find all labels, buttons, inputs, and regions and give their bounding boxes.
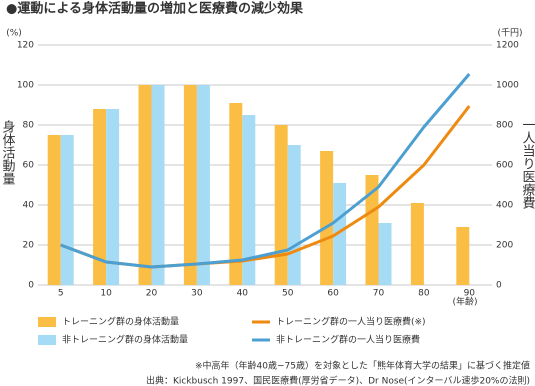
legend-swatch: [38, 317, 56, 327]
bar: [365, 175, 379, 285]
y2-tick-label: 1200: [496, 41, 519, 51]
x-tick-label: 20: [146, 289, 158, 299]
x-tick-label: 80: [418, 289, 430, 299]
x-unit: (年齢): [452, 296, 477, 308]
note: 出典：Kickbusch 1997、国民医療費(厚労省データ)、Dr Nose(…: [146, 375, 530, 386]
y2-tick-label: 0: [496, 281, 502, 291]
bar: [229, 103, 243, 285]
x-tick-label: 70: [373, 289, 385, 299]
legend-label: 非トレーニング群の身体活動量: [62, 334, 188, 346]
y2-tick-label: 1000: [496, 81, 519, 91]
y2-tick-label: 600: [496, 161, 513, 171]
note: ※中高年（年齢40歳−75歳）を対象とした「熊年体育大学の結果」に基づく推定値: [195, 360, 530, 372]
legend-swatch: [38, 335, 56, 345]
bar: [410, 203, 424, 285]
bar: [378, 223, 392, 285]
legend-label: トレーニング群の一人当り医療費(※): [276, 316, 426, 328]
x-tick-label: 40: [237, 289, 249, 299]
y-tick-label: 20: [23, 241, 35, 251]
bar: [333, 183, 347, 285]
line: [60, 73, 471, 269]
bar: [138, 85, 152, 285]
legend-label: トレーニング群の身体活動量: [62, 316, 179, 328]
bar: [196, 85, 210, 285]
y-axis-label: 身体活動量: [0, 119, 15, 185]
y2-tick-label: 200: [496, 241, 513, 251]
y2-axis-label: 一人当り医療費: [520, 118, 535, 209]
bar: [151, 85, 165, 285]
x-tick-label: 30: [191, 289, 203, 299]
x-tick-label: 90: [464, 289, 476, 299]
bar: [183, 85, 197, 285]
bar: [320, 151, 334, 285]
bar: [47, 135, 61, 285]
bar: [287, 145, 301, 285]
y-tick-label: 120: [17, 41, 34, 51]
bar: [456, 227, 470, 285]
y-tick-label: 100: [17, 81, 34, 91]
y-tick-label: 0: [28, 281, 34, 291]
y-unit: (%): [6, 29, 22, 39]
bar: [60, 135, 74, 285]
y2-tick-label: 800: [496, 121, 513, 131]
y2-tick-label: 400: [496, 201, 513, 211]
chart-title: ●運動による身体活動量の増加と医療費の減少効果: [6, 1, 303, 17]
x-tick-label: 60: [327, 289, 339, 299]
x-tick-label: 10: [100, 289, 112, 299]
y-tick-label: 80: [23, 121, 35, 131]
y2-unit: (千円): [497, 28, 522, 39]
legend-label: 非トレーニング群の一人当り医療費: [276, 334, 420, 346]
line: [60, 105, 471, 269]
x-tick-label: 50: [282, 289, 294, 299]
bar: [93, 109, 107, 285]
bar: [242, 115, 256, 285]
x-tick-label: 5: [58, 289, 64, 299]
bar: [106, 109, 120, 285]
y-tick-label: 40: [23, 201, 35, 211]
bar: [274, 125, 288, 285]
y-tick-label: 60: [23, 161, 35, 171]
